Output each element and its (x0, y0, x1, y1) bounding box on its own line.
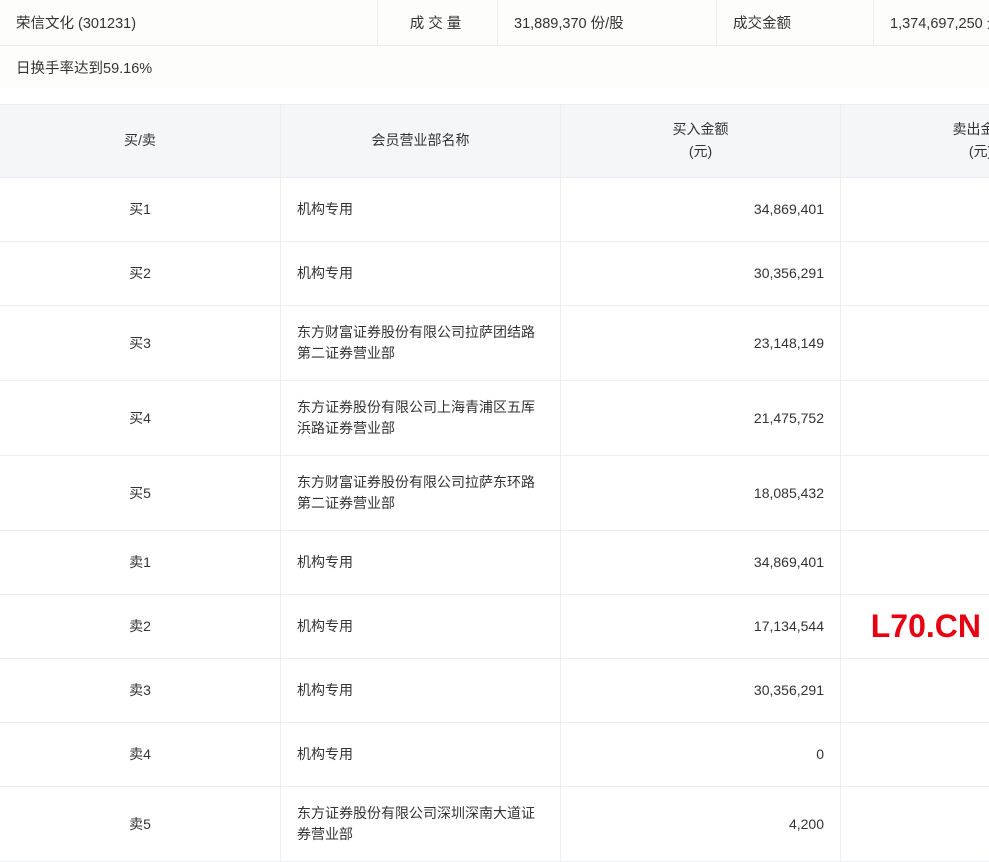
column-header-side: 买/卖 (0, 105, 281, 178)
cell-buy-amount: 17,134,544 (561, 595, 841, 659)
cell-sell-amount: 41,448,467 (841, 787, 989, 862)
cell-sell-amount: 8,375,327 (841, 306, 989, 381)
cell-branch-name: 机构专用 (281, 723, 561, 787)
column-header-branch: 会员营业部名称 (281, 105, 561, 178)
cell-sell-amount: 47,909,309 (841, 595, 989, 659)
cell-buy-amount: 34,869,401 (561, 531, 841, 595)
cell-branch-name: 东方证券股份有限公司上海青浦区五厍浜路证券营业部 (281, 381, 561, 456)
cell-side: 买5 (0, 456, 281, 531)
cell-buy-amount: 18,085,432 (561, 456, 841, 531)
table-row: 卖4机构专用044,918,394 (0, 723, 989, 787)
amount-label-cell: 成交金额 (717, 0, 874, 46)
cell-buy-amount: 4,200 (561, 787, 841, 862)
cell-buy-amount: 0 (561, 723, 841, 787)
buy-amount-unit: (元) (577, 141, 824, 163)
cell-side: 买1 (0, 178, 281, 242)
cell-sell-amount: 51,773,587 (841, 178, 989, 242)
cell-buy-amount: 30,356,291 (561, 242, 841, 306)
sell-amount-unit: (元) (857, 141, 989, 163)
cell-side: 卖1 (0, 531, 281, 595)
cell-branch-name: 东方财富证券股份有限公司拉萨团结路第二证券营业部 (281, 306, 561, 381)
cell-sell-amount: 30,184 (841, 381, 989, 456)
cell-branch-name: 机构专用 (281, 531, 561, 595)
turnover-rate-text: 日换手率达到59.16% (0, 46, 989, 89)
cell-side: 卖4 (0, 723, 281, 787)
stock-name-cell: 荣信文化 (301231) (0, 0, 378, 46)
cell-side: 卖3 (0, 659, 281, 723)
cell-side: 买4 (0, 381, 281, 456)
detail-table-body: 买1机构专用34,869,40151,773,587买2机构专用30,356,2… (0, 178, 989, 862)
cell-branch-name: 机构专用 (281, 178, 561, 242)
turnover-row: 日换手率达到59.16% (0, 46, 989, 89)
cell-buy-amount: 30,356,291 (561, 659, 841, 723)
cell-branch-name: 机构专用 (281, 659, 561, 723)
volume-label-cell: 成交量 (378, 0, 498, 46)
table-row: 买5东方财富证券股份有限公司拉萨东环路第二证券营业部18,085,4329,62… (0, 456, 989, 531)
cell-branch-name: 东方财富证券股份有限公司拉萨东环路第二证券营业部 (281, 456, 561, 531)
column-header-buy-amount: 买入金额 (元) (561, 105, 841, 178)
stock-summary-table: 荣信文化 (301231) 成交量 31,889,370 份/股 成交金额 1,… (0, 0, 989, 88)
amount-value-cell: 1,374,697,250 元 (874, 0, 989, 46)
cell-sell-amount: 9,625,672 (841, 456, 989, 531)
sell-amount-title: 卖出金额 (857, 119, 989, 141)
cell-side: 买2 (0, 242, 281, 306)
trading-detail-table: 买/卖 会员营业部名称 买入金额 (元) 卖出金额 (元) 买1机构专用34,8… (0, 104, 989, 862)
buy-amount-title: 买入金额 (577, 119, 824, 141)
cell-buy-amount: 21,475,752 (561, 381, 841, 456)
cell-buy-amount: 34,869,401 (561, 178, 841, 242)
cell-branch-name: 东方证券股份有限公司深圳深南大道证券营业部 (281, 787, 561, 862)
cell-side: 卖5 (0, 787, 281, 862)
column-header-sell-amount: 卖出金额 (元) (841, 105, 989, 178)
cell-branch-name: 机构专用 (281, 595, 561, 659)
cell-buy-amount: 23,148,149 (561, 306, 841, 381)
cell-sell-amount: 51,773,587 (841, 531, 989, 595)
cell-sell-amount: 44,918,394 (841, 723, 989, 787)
cell-sell-amount: 45,697,900 (841, 659, 989, 723)
section-spacer (0, 88, 989, 104)
detail-header-row: 买/卖 会员营业部名称 买入金额 (元) 卖出金额 (元) (0, 105, 989, 178)
cell-branch-name: 机构专用 (281, 242, 561, 306)
cell-side: 卖2 (0, 595, 281, 659)
cell-sell-amount: 45,697,900 (841, 242, 989, 306)
table-row: 买4东方证券股份有限公司上海青浦区五厍浜路证券营业部21,475,75230,1… (0, 381, 989, 456)
summary-row: 荣信文化 (301231) 成交量 31,889,370 份/股 成交金额 1,… (0, 0, 989, 46)
table-row: 买3东方财富证券股份有限公司拉萨团结路第二证券营业部23,148,1498,37… (0, 306, 989, 381)
volume-value-cell: 31,889,370 份/股 (498, 0, 717, 46)
cell-side: 买3 (0, 306, 281, 381)
